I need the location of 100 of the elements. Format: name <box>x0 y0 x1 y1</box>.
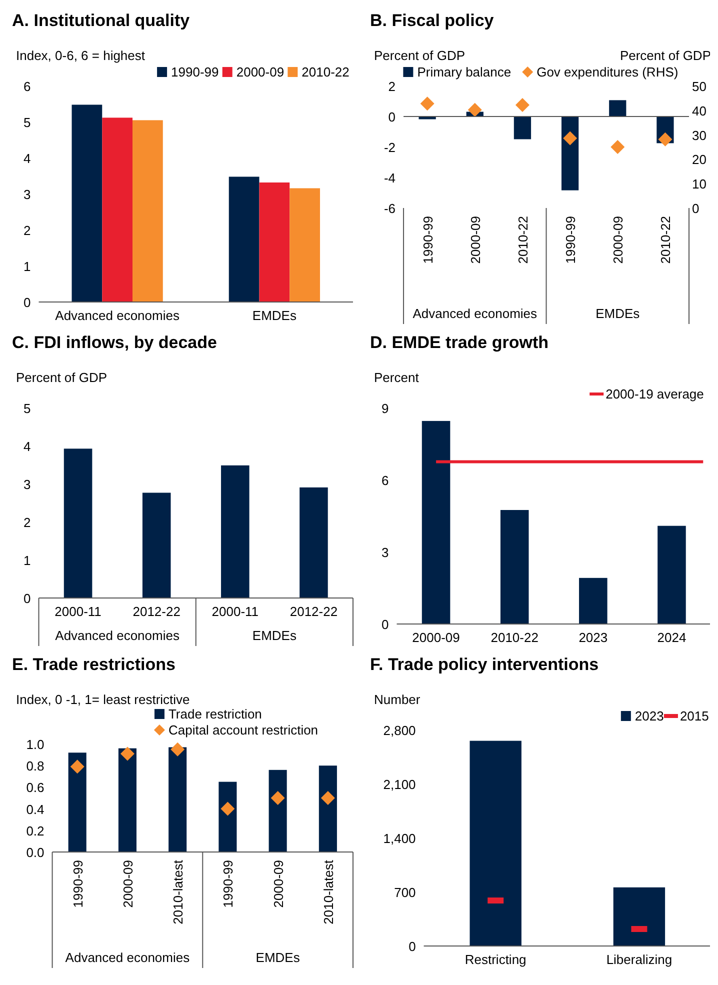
y-tick-label: 700 <box>394 885 416 900</box>
y-tick-label: 3 <box>382 545 389 560</box>
y-axis-title: Percent of GDP <box>16 370 108 385</box>
bar <box>561 116 579 190</box>
x-tick-label: 2024 <box>657 630 686 645</box>
legend-label: 2000-19 average <box>606 386 704 402</box>
point <box>563 131 578 146</box>
x-tick-label: 2000-11 <box>212 604 259 619</box>
y-tick-label: 1 <box>24 259 31 274</box>
chart-title: A. Institutional quality <box>12 11 190 30</box>
y-axis-title: Percent <box>374 370 420 385</box>
bar <box>218 782 237 852</box>
point <box>120 746 134 761</box>
point <box>320 791 335 805</box>
y-tick-label: 5 <box>24 115 31 130</box>
y-tick-label: -4 <box>384 170 396 186</box>
x-tick-label: 2012-22 <box>132 604 180 619</box>
y2-tick-label: 40 <box>692 103 706 118</box>
bar <box>318 766 337 852</box>
y2-tick-label: 50 <box>692 79 706 94</box>
point <box>658 132 672 146</box>
point <box>468 102 482 117</box>
bar <box>228 176 260 302</box>
chart-title: C. FDI inflows, by decade <box>12 333 217 352</box>
bar <box>168 747 187 852</box>
point <box>70 760 84 774</box>
y-tick-label: 2 <box>24 515 31 530</box>
x-tick-label: 1990-99 <box>220 860 236 908</box>
y-tick-label: 3 <box>24 187 31 202</box>
x-tick-label: 2000-09 <box>610 216 626 264</box>
y-tick-label: 0 <box>24 295 31 310</box>
x-tick-label: Liberalizing <box>606 952 672 967</box>
x-tick-label: 2010-latest <box>170 860 186 924</box>
x-tick-label: 2000-09 <box>270 860 286 908</box>
y2-tick-label: 10 <box>692 176 706 192</box>
chart-title: B. Fiscal policy <box>370 11 494 30</box>
legend-label: Capital account restriction <box>168 722 318 738</box>
bar <box>579 578 608 624</box>
y-tick-label: 9 <box>382 401 389 416</box>
x-tick-label: 1990-99 <box>420 216 436 264</box>
x-tick-label: 2023 <box>578 630 608 645</box>
y-tick-label: 6 <box>382 473 389 488</box>
y-tick-label: 2 <box>24 223 31 238</box>
bar <box>102 118 133 302</box>
y-axis-title: Index, 0 -1, 1= least restrictive <box>16 692 190 707</box>
point <box>515 98 530 112</box>
bar <box>658 526 686 624</box>
chart-title: F. Trade policy interventions <box>370 655 599 674</box>
y-tick-label: 1,400 <box>383 831 416 846</box>
y-tick-label: 2,800 <box>383 723 416 738</box>
bar <box>422 420 450 624</box>
legend-label: Gov expenditures (RHS) <box>536 64 678 80</box>
x-tick-label: 2012-22 <box>290 604 338 619</box>
bar <box>300 487 328 598</box>
y-tick-label: 0 <box>408 939 416 954</box>
y-tick-label: -2 <box>384 140 396 155</box>
legend-label: 2023 <box>634 708 664 724</box>
y-tick-label: 3 <box>24 477 31 492</box>
y2-tick-label: 30 <box>692 128 706 143</box>
bar <box>609 100 626 116</box>
bar <box>132 120 163 302</box>
x-tick-label: 2000-09 <box>120 860 136 908</box>
bar <box>268 770 287 852</box>
y-tick-label: 0 <box>388 110 396 124</box>
bar <box>68 752 86 852</box>
legend-label: Primary balance <box>417 64 512 80</box>
bar <box>142 492 171 598</box>
legend-label: 2000-09 <box>236 64 284 80</box>
point <box>270 791 285 805</box>
legend-label: 1990-99 <box>171 64 219 80</box>
y-tick-label: 0.6 <box>26 780 44 796</box>
y-tick-label: 2,100 <box>383 777 416 792</box>
legend-label: Trade restriction <box>168 706 262 722</box>
y-axis-title: Number <box>374 692 421 707</box>
y2-tick-label: 20 <box>692 152 706 168</box>
legend-label: 2015 <box>680 708 709 724</box>
y-tick-label: 4 <box>24 151 31 166</box>
x-tick-label: Restricting <box>464 952 526 967</box>
y-tick-label: 4 <box>24 439 31 454</box>
y-tick-label: 0.0 <box>26 845 44 860</box>
y-tick-label: 0.4 <box>26 802 44 817</box>
x-tick-label: 2000-09 <box>468 216 483 264</box>
point <box>170 742 185 756</box>
y-tick-label: 0.8 <box>26 758 44 774</box>
y2-tick-label: 0 <box>692 201 700 216</box>
point <box>220 802 235 816</box>
x-tick-label: 2010-22 <box>490 630 538 645</box>
y2-axis-title: Percent of GDP <box>620 48 711 63</box>
bar <box>514 116 532 140</box>
y-tick-label: 0 <box>382 617 389 632</box>
y-axis-title: Index, 0-6, 6 = highest <box>16 48 146 63</box>
bar <box>221 465 250 598</box>
bar <box>64 448 92 598</box>
bar <box>290 188 320 302</box>
x-tick-label: 2010-latest <box>320 860 336 924</box>
point <box>420 96 434 111</box>
chart-title: D. EMDE trade growth <box>370 333 549 352</box>
y-tick-label: 6 <box>24 79 31 94</box>
y-tick-label: 0.2 <box>26 823 44 838</box>
point <box>610 140 625 154</box>
